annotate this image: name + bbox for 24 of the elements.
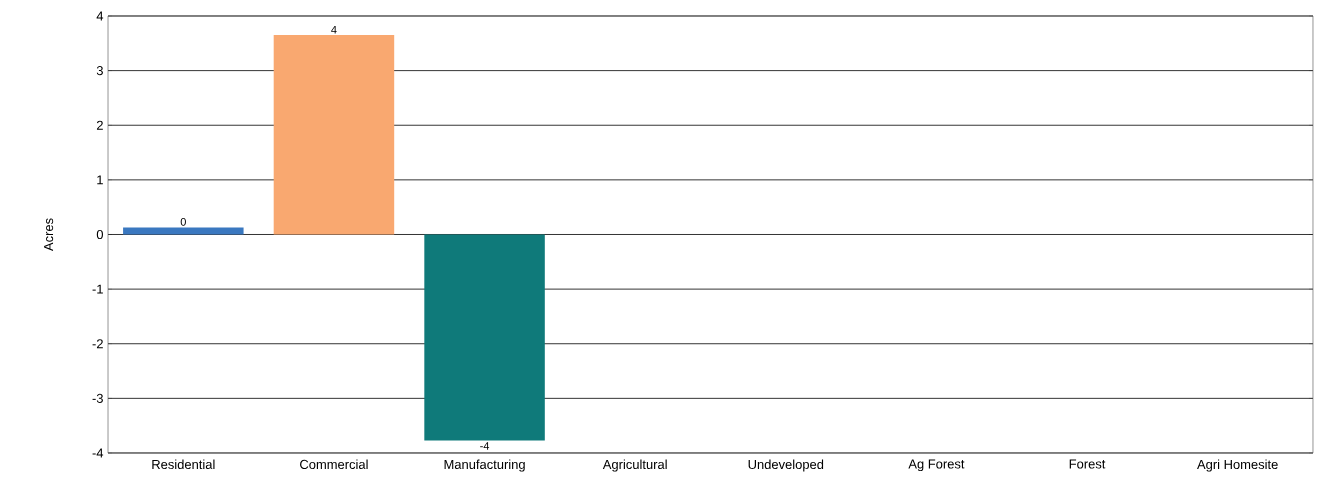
x-tick-label: Residential: [152, 459, 215, 470]
y-tick-label: 2: [96, 120, 103, 130]
x-tick-label: Forest: [1069, 459, 1106, 469]
y-tick-label: 0: [96, 229, 103, 240]
y-tick-label: 4: [96, 11, 104, 21]
x-tick-label: Manufacturing: [444, 459, 525, 472]
data-label: 4: [331, 25, 337, 34]
y-tick-label: -4: [92, 448, 104, 458]
y-tick-label: -1: [92, 284, 103, 294]
data-label: 0: [180, 217, 186, 226]
x-tick-label: Undeveloped: [748, 459, 824, 472]
y-tick-label: 3: [96, 66, 103, 76]
y-tick-label: -3: [92, 393, 103, 403]
bar: [273, 35, 395, 235]
x-tick-label: Ag Forest: [908, 459, 965, 472]
x-tick-label: Agricultural: [602, 459, 667, 472]
data-label: -4: [480, 442, 490, 450]
y-tick-label: 1: [97, 175, 103, 185]
y-axis-title: Acres: [44, 218, 54, 252]
x-tick-label: Commercial: [300, 459, 368, 470]
y-tick-label: -2: [92, 339, 103, 349]
bar: [424, 234, 545, 441]
bar: [123, 227, 244, 235]
x-tick-label: Agri Homesite: [1197, 459, 1278, 472]
